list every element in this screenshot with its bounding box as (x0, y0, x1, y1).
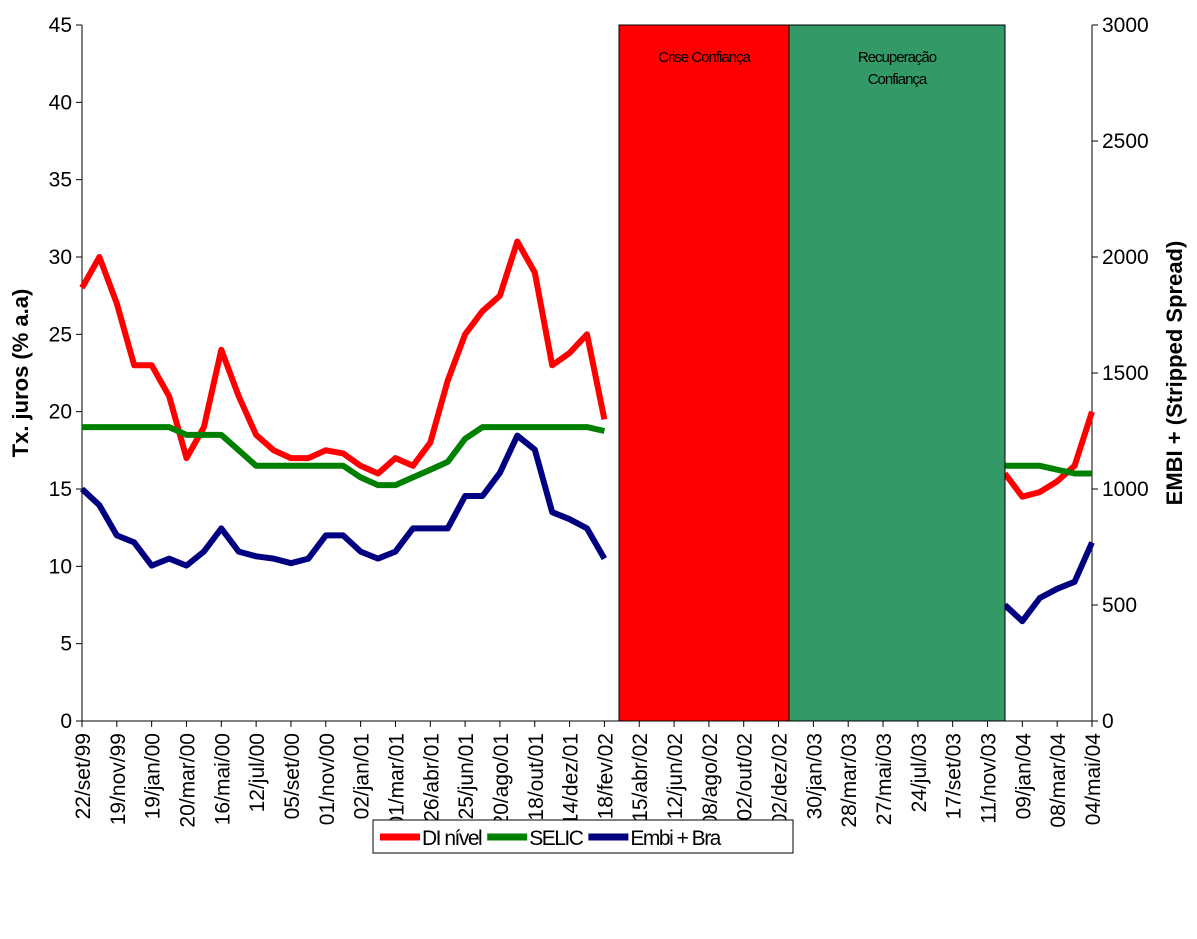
x-tick-label: 17/set/03 (943, 733, 966, 819)
x-tick-label: 28/mar/03 (838, 733, 861, 828)
series-line (79, 432, 1095, 625)
y2-tick-label: 500 (1102, 594, 1137, 617)
y-axis-title: Tx. juros (% a.a) (8, 289, 33, 458)
y-tick-label: 15 (49, 478, 72, 501)
y2-tick-label: 2500 (1102, 130, 1149, 153)
legend-box (372, 819, 794, 854)
region (788, 24, 1006, 722)
x-tick-label: 27/mai/03 (873, 733, 896, 825)
y-tick-label: 25 (49, 323, 72, 346)
x-tick-label: 11/nov/03 (978, 733, 1001, 824)
y-tick-label: 30 (49, 246, 72, 269)
y-tick-label: 20 (49, 401, 72, 424)
x-tick-label: 18/out/01 (525, 733, 548, 821)
x-tick-label: 24/jul/03 (908, 733, 931, 812)
x-tick-label: 30/jan/03 (803, 733, 826, 819)
x-tick-label: 20/ago/01 (490, 733, 513, 826)
region-label: Recuperação Confiança (857, 49, 937, 88)
x-tick-label: 01/nov/00 (316, 733, 339, 825)
x-tick-label: 02/dez/02 (769, 733, 792, 825)
series-line (82, 424, 1092, 489)
y-tick-label: 35 (49, 169, 72, 192)
x-tick-label: 16/mai/00 (211, 733, 234, 825)
x-tick-label: 12/jul/00 (246, 733, 269, 812)
x-tick-label: 19/nov/99 (107, 733, 130, 825)
y2-tick-label: 1000 (1102, 478, 1149, 501)
x-tick-label: 26/abr/01 (420, 733, 443, 822)
y-tick-label: 5 (60, 633, 72, 656)
x-tick-label: 19/jan/00 (142, 733, 165, 819)
legend-label: Embi + Bra (630, 827, 721, 850)
x-tick-label: 25/jun/01 (455, 733, 478, 819)
y-tick-label: 10 (49, 555, 72, 578)
y-tick-label: 45 (49, 14, 72, 37)
x-tick-label: 18/fev/02 (594, 733, 617, 819)
legend-label: DI nível (422, 827, 482, 850)
region (618, 24, 790, 722)
y2-tick-label: 3000 (1102, 14, 1149, 37)
x-tick-label: 02/out/02 (734, 733, 757, 821)
x-tick-label: 09/jan/04 (1012, 733, 1035, 820)
x-tick-label: 20/mar/00 (176, 733, 199, 828)
x-tick-label: 14/dez/01 (560, 733, 583, 825)
series-line (79, 238, 1095, 500)
y2-tick-label: 1500 (1102, 362, 1149, 385)
y2-tick-label: 2000 (1102, 246, 1149, 269)
y-tick-label: 40 (49, 91, 72, 114)
y-tick-label: 0 (60, 710, 72, 733)
x-tick-label: 04/mai/04 (1082, 733, 1105, 826)
x-tick-label: 05/set/00 (281, 733, 304, 819)
y2-tick-label: 0 (1102, 710, 1114, 733)
legend: DI nível SELIC Embi + Bra (372, 819, 794, 854)
legend-label: SELIC (529, 827, 584, 850)
y2-axis-title: EMBI + (Stripped Spread) (1162, 241, 1187, 506)
x-tick-label: 12/jun/02 (664, 733, 687, 819)
x-tick-label: 08/ago/02 (699, 733, 722, 826)
region-label: Crise Confiança (658, 49, 751, 66)
x-tick-label: 15/abr/02 (629, 733, 652, 822)
x-tick-label: 01/mar/01 (385, 733, 408, 828)
x-tick-label: 08/mar/04 (1047, 733, 1070, 828)
x-tick-label: 22/set/99 (72, 733, 95, 819)
x-tick-label: 02/jan/01 (351, 733, 374, 819)
